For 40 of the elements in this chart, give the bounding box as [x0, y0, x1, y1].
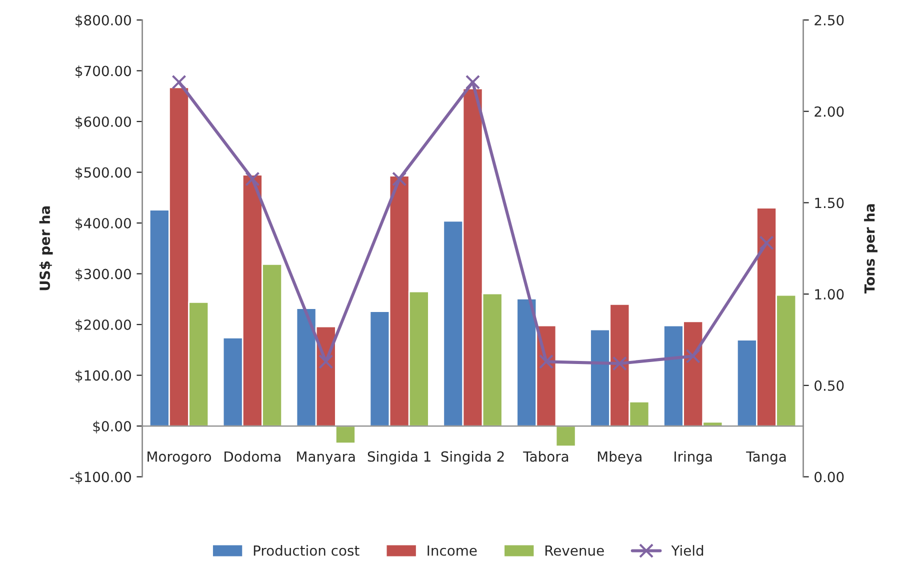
y-tick-label: $0.00 — [93, 420, 131, 434]
x-tick-label: Iringa — [674, 451, 712, 464]
y2-tick-label: 1.00 — [815, 289, 844, 300]
x-tick-label: Manyara — [297, 451, 355, 464]
y-tick-label: $500.00 — [76, 166, 131, 180]
x-tick-label: Dodoma — [224, 451, 280, 462]
y2-tick-label: 2.00 — [814, 106, 844, 117]
y-tick-label: $700.00 — [76, 65, 131, 78]
point — [172, 74, 186, 90]
x-tick-label: Singida 1 — [368, 451, 430, 464]
point — [245, 172, 260, 186]
point — [759, 236, 774, 250]
legend-label: Production cost — [254, 545, 360, 556]
x-tick-label: Singida 2 — [441, 451, 504, 464]
y2-tick-label: 0.00 — [814, 472, 844, 482]
x-tick-label: Mbeya — [598, 451, 642, 464]
y-tick-label: $600.00 — [76, 116, 131, 129]
y-tick-label: $800.00 — [76, 14, 131, 28]
point — [612, 356, 627, 371]
y-axis-title: US$ per ha — [39, 206, 53, 290]
point — [686, 348, 700, 364]
legend-label: Yield — [671, 545, 704, 556]
y-tick-label: $300.00 — [76, 268, 131, 282]
y-tick-label: -$100.00 — [70, 472, 131, 484]
legend-label: Income — [428, 545, 477, 556]
point — [318, 354, 334, 369]
legend-label: Revenue — [545, 545, 604, 556]
point — [392, 172, 407, 186]
y2-tick-label: 1.50 — [815, 198, 844, 208]
x-tick-label: Tanga — [746, 451, 786, 464]
y-tick-label: $200.00 — [76, 319, 131, 332]
y2-tick-label: 2.50 — [814, 14, 844, 26]
x-tick-label: Morogoro — [148, 451, 212, 464]
x-tick-label: Tabora — [523, 451, 568, 462]
point — [465, 74, 480, 90]
y2-axis-title: Tons per ha — [864, 204, 878, 294]
y-tick-label: $100.00 — [76, 370, 131, 383]
y2-tick-label: 0.50 — [814, 380, 844, 391]
point — [538, 354, 554, 369]
y-tick-label: $400.00 — [76, 218, 131, 230]
